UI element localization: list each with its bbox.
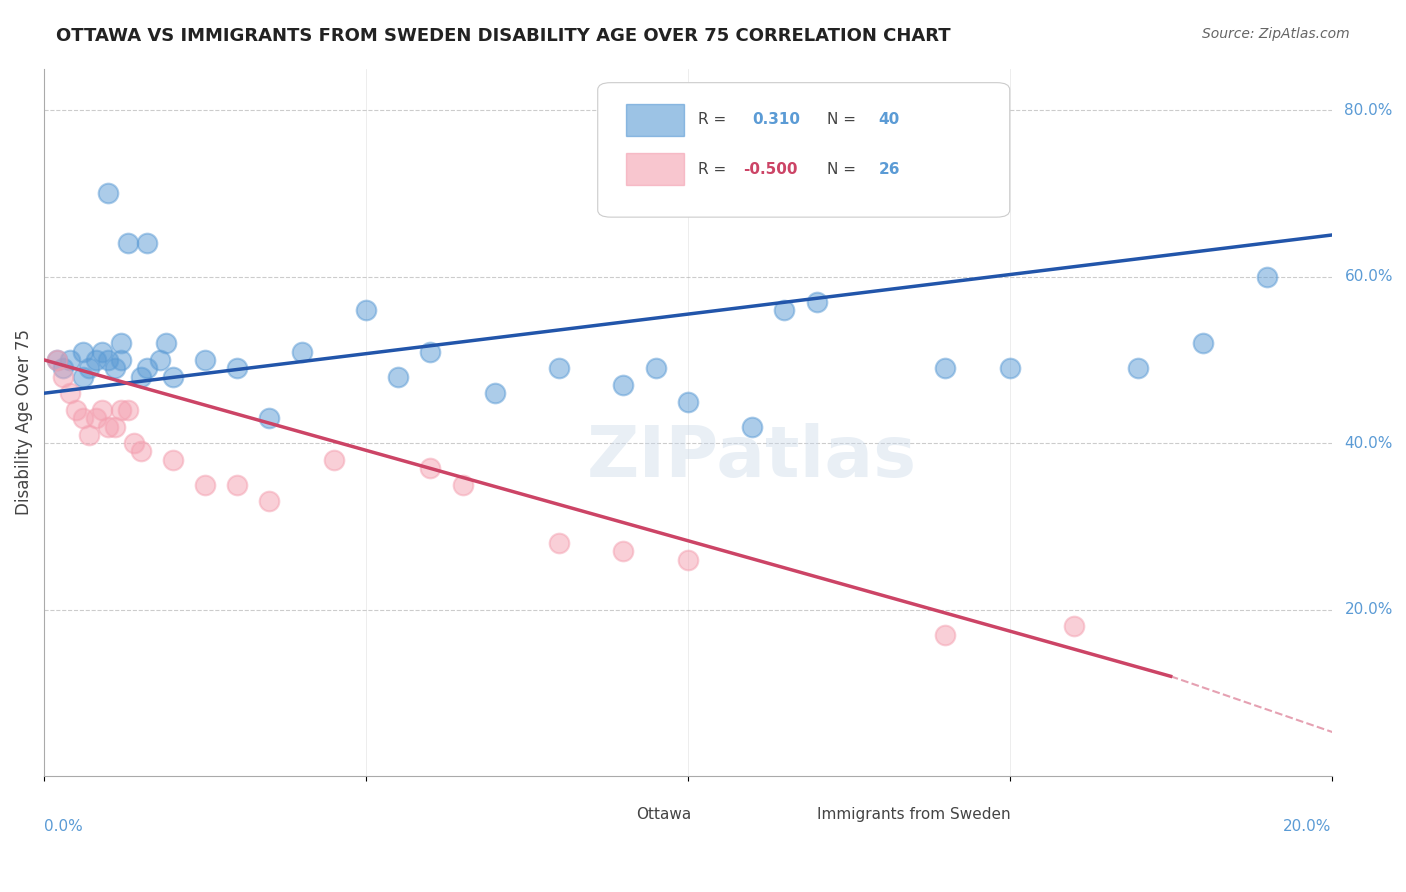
Point [387, 369, 409, 384]
Text: ZIPatlas: ZIPatlas [588, 423, 917, 492]
Point [84, 411, 107, 425]
Point [806, 294, 828, 309]
Point [676, 552, 699, 566]
Text: Immigrants from Sweden: Immigrants from Sweden [817, 807, 1011, 822]
Point [59, 352, 82, 367]
Text: N =: N = [827, 161, 860, 177]
Bar [585, 799, 626, 830]
Point [259, 494, 281, 508]
Text: 20.0%: 20.0% [1284, 819, 1331, 834]
Point [46, 352, 69, 367]
Point [149, 352, 172, 367]
Point [226, 361, 249, 376]
Point [136, 361, 159, 376]
Point [97, 186, 120, 201]
Point [194, 352, 217, 367]
Text: 60.0%: 60.0% [1344, 269, 1393, 285]
Y-axis label: Disability Age Over 75: Disability Age Over 75 [15, 329, 32, 516]
Point [1256, 269, 1278, 284]
Text: 0.0%: 0.0% [44, 819, 83, 834]
Bar [765, 799, 806, 830]
Point [155, 336, 177, 351]
Point [259, 411, 281, 425]
Point [72, 411, 94, 425]
Point [1192, 336, 1215, 351]
Point [934, 627, 956, 641]
Point [773, 302, 796, 317]
Point [226, 477, 249, 491]
Point [72, 344, 94, 359]
Point [129, 369, 152, 384]
Point [322, 452, 344, 467]
Bar [626, 103, 683, 136]
Text: Source: ZipAtlas.com: Source: ZipAtlas.com [1202, 27, 1350, 41]
Point [419, 344, 441, 359]
Point [162, 452, 184, 467]
Text: R =: R = [699, 112, 737, 127]
Point [451, 477, 474, 491]
Point [52, 361, 75, 376]
Text: -0.500: -0.500 [744, 161, 797, 177]
Point [612, 377, 634, 392]
Point [77, 427, 100, 442]
Point [741, 419, 763, 434]
Point [110, 402, 132, 417]
Point [1128, 361, 1150, 376]
Point [612, 544, 634, 558]
Text: 40: 40 [879, 112, 900, 127]
Point [97, 352, 120, 367]
Point [354, 302, 377, 317]
Text: R =: R = [699, 161, 731, 177]
Text: 26: 26 [879, 161, 900, 177]
Point [110, 336, 132, 351]
Point [117, 236, 139, 251]
Text: OTTAWA VS IMMIGRANTS FROM SWEDEN DISABILITY AGE OVER 75 CORRELATION CHART: OTTAWA VS IMMIGRANTS FROM SWEDEN DISABIL… [56, 27, 950, 45]
Text: 0.310: 0.310 [752, 112, 800, 127]
Text: 80.0%: 80.0% [1344, 103, 1393, 118]
Point [52, 369, 75, 384]
Point [129, 444, 152, 458]
Point [97, 419, 120, 434]
Point [484, 386, 506, 401]
Point [998, 361, 1021, 376]
Point [676, 394, 699, 409]
Point [72, 369, 94, 384]
Point [162, 369, 184, 384]
Point [104, 361, 127, 376]
Point [291, 344, 314, 359]
Text: N =: N = [827, 112, 860, 127]
Point [91, 402, 114, 417]
Point [548, 361, 571, 376]
Point [84, 352, 107, 367]
Point [46, 352, 69, 367]
Text: Ottawa: Ottawa [637, 807, 692, 822]
Point [1063, 619, 1085, 633]
Point [91, 344, 114, 359]
Point [59, 386, 82, 401]
Text: 20.0%: 20.0% [1344, 602, 1393, 617]
Point [136, 236, 159, 251]
FancyBboxPatch shape [598, 83, 1010, 217]
Point [65, 402, 87, 417]
Point [122, 436, 145, 450]
Point [419, 461, 441, 475]
Point [110, 352, 132, 367]
Point [104, 419, 127, 434]
Point [934, 361, 956, 376]
Point [77, 361, 100, 376]
Bar [626, 153, 683, 186]
Point [644, 361, 666, 376]
Text: 40.0%: 40.0% [1344, 435, 1393, 450]
Point [117, 402, 139, 417]
Point [194, 477, 217, 491]
Point [548, 536, 571, 550]
